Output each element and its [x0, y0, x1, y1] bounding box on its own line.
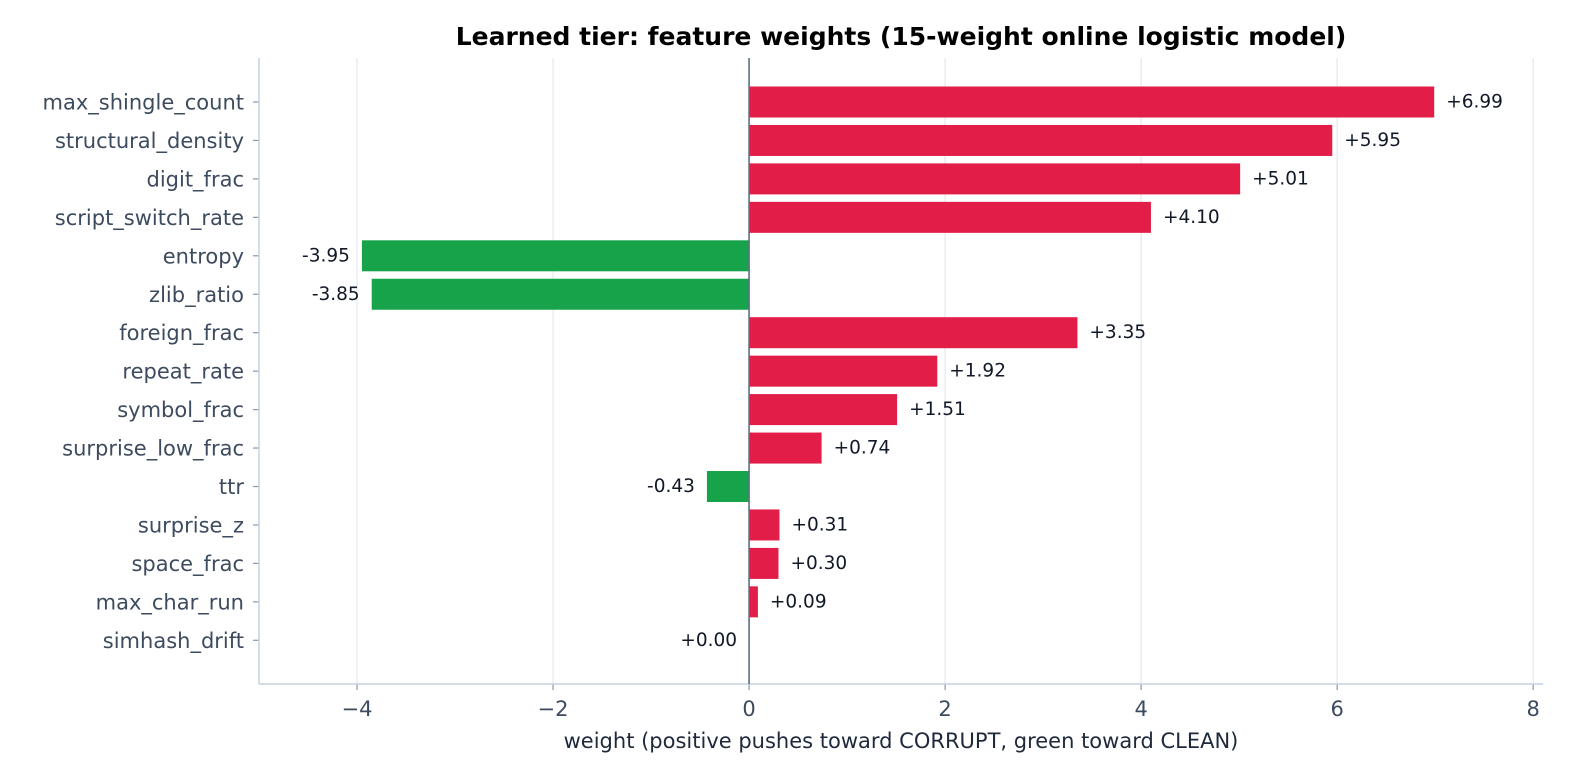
y-tick-label: surprise_low_frac	[62, 437, 244, 462]
y-tick-label: ttr	[219, 475, 244, 499]
x-tick-label: 2	[938, 697, 951, 721]
bar-value-label: +5.95	[1344, 130, 1401, 151]
axes	[258, 58, 1543, 685]
bar-value-label: +0.74	[834, 438, 891, 459]
bar-value-label: -3.85	[312, 284, 360, 305]
bar-value-label: +4.10	[1163, 207, 1220, 228]
bar-value-label: +6.99	[1446, 92, 1503, 113]
chart-title: Learned tier: feature weights (15-weight…	[456, 22, 1347, 51]
bar	[749, 86, 1435, 118]
x-tick-label: −2	[538, 697, 569, 721]
labels: −4 −2 0 2 4 6 8 max_shingle_count +6.99 structura…	[43, 91, 1540, 722]
bar-value-label: +0.30	[790, 553, 847, 574]
bar	[749, 547, 779, 579]
bars	[361, 86, 1435, 618]
y-tick-label: symbol_frac	[117, 398, 244, 423]
bar	[749, 586, 758, 618]
bar-value-label: +0.00	[680, 630, 737, 651]
bar-value-label: +1.51	[909, 399, 966, 420]
bar-value-label: +1.92	[949, 361, 1006, 382]
y-tick-label: space_frac	[131, 552, 244, 577]
y-tick-label: max_shingle_count	[43, 91, 244, 116]
x-axis-label: weight (positive pushes toward CORRUPT, …	[564, 729, 1239, 753]
bar	[749, 201, 1151, 233]
bar	[371, 278, 750, 310]
x-tick-label: 0	[742, 697, 755, 721]
bar	[749, 317, 1078, 349]
bar-value-label: +0.09	[770, 591, 827, 612]
bar	[361, 240, 750, 272]
bar	[749, 509, 780, 541]
bar	[749, 124, 1333, 156]
y-tick-label: repeat_rate	[122, 360, 244, 385]
y-tick-label: max_char_run	[96, 590, 244, 615]
bar	[749, 394, 898, 426]
bar	[749, 432, 822, 464]
bar	[749, 163, 1241, 195]
y-tick-label: entropy	[163, 244, 244, 268]
y-tick-label: simhash_drift	[103, 629, 244, 654]
bar-value-label: +3.35	[1089, 322, 1146, 343]
y-tick-label: digit_frac	[146, 167, 244, 192]
bar-value-label: +5.01	[1252, 168, 1309, 189]
y-tick-label: script_switch_rate	[55, 206, 244, 231]
x-tick-label: 4	[1134, 697, 1147, 721]
y-tick-label: foreign_frac	[119, 321, 244, 346]
x-tick-label: 8	[1527, 697, 1540, 721]
y-tick-label: surprise_z	[138, 513, 244, 538]
bar-value-label: -0.43	[647, 476, 695, 497]
bar	[706, 471, 750, 502]
bar-value-label: -3.95	[302, 245, 350, 266]
x-tick-label: −4	[342, 697, 373, 721]
bar-value-label: +0.31	[791, 514, 848, 535]
bar	[749, 355, 938, 387]
x-tick-label: 6	[1330, 697, 1343, 721]
y-tick-label: structural_density	[55, 129, 244, 154]
y-tick-label: zlib_ratio	[149, 283, 244, 308]
